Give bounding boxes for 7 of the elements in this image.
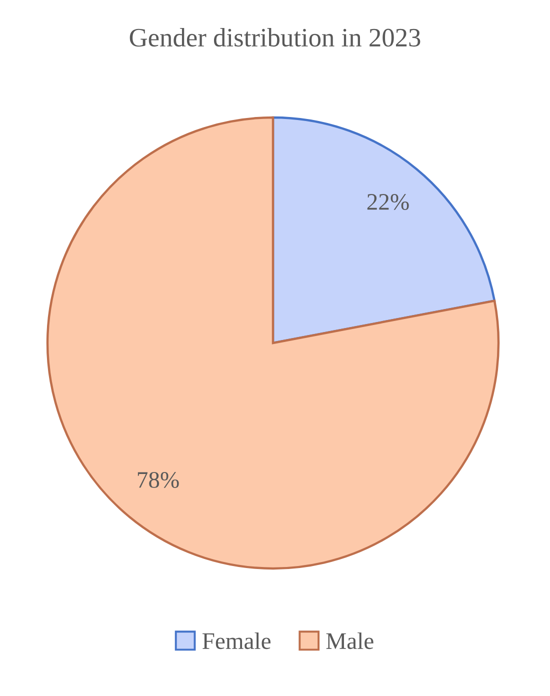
legend-label: Male (326, 632, 374, 650)
data-label: 78% (138, 472, 179, 488)
data-label: 22% (367, 194, 409, 210)
chart-title: Gender distribution in 2023 (130, 28, 420, 47)
pie-slice (272, 116, 496, 344)
legend-label: Female (202, 632, 271, 650)
pie-slice (46, 116, 500, 570)
